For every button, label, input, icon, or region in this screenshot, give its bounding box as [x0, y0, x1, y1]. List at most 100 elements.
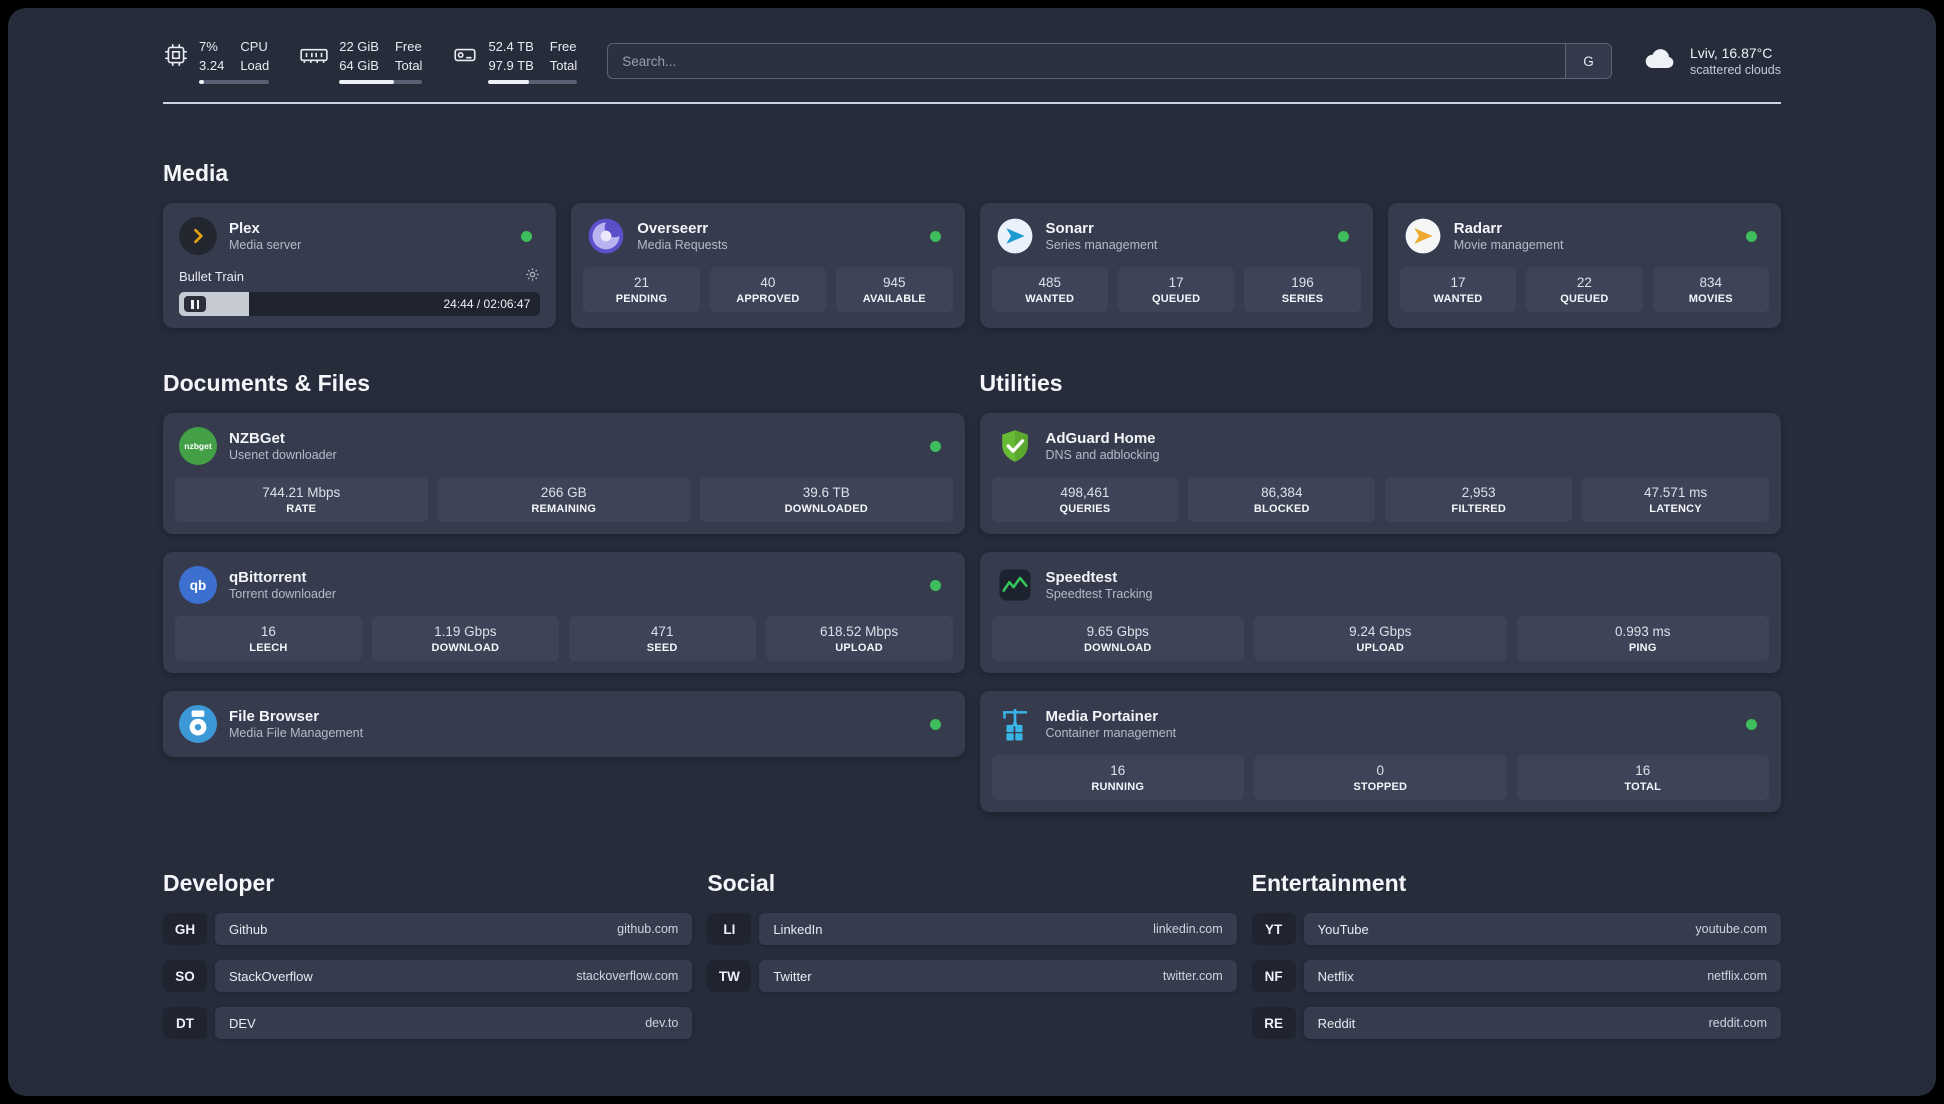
sonarr-icon [996, 217, 1034, 255]
memory-widget: 22 GiB 64 GiB Free Total [299, 38, 423, 85]
bookmark-row: RE Reddit reddit.com [1251, 1007, 1781, 1039]
app-card-overseerr[interactable]: Overseerr Media Requests 21 PENDING 40 A… [571, 203, 965, 328]
bookmark-link-netflix[interactable]: Netflix netflix.com [1303, 960, 1781, 992]
app-card-speedtest[interactable]: Speedtest Speedtest Tracking 9.65 Gbps D… [979, 552, 1781, 673]
bookmark-name: StackOverflow [229, 968, 313, 984]
bookmark-name: Netflix [1317, 968, 1354, 984]
bookmark-link-dev[interactable]: DEV dev.to [215, 1007, 693, 1039]
stat-tile: 17 QUEUED [1117, 267, 1235, 312]
stat-label: TOTAL [1624, 781, 1662, 793]
stat-tile: 47.571 ms LATENCY [1582, 477, 1769, 522]
status-indicator [1337, 230, 1349, 242]
stat-label: AVAILABLE [862, 293, 926, 305]
stat-tile: 9.65 Gbps DOWNLOAD [991, 616, 1244, 661]
bookmark-name: YouTube [1317, 921, 1369, 937]
player-settings-button[interactable] [525, 267, 540, 285]
bookmark-row: TW Twitter twitter.com [707, 960, 1237, 992]
stat-tile: 1.19 Gbps DOWNLOAD [371, 616, 559, 661]
now-playing-title: Bullet Train [179, 268, 245, 284]
stat-tile: 834 MOVIES [1652, 267, 1770, 312]
bookmark-link-reddit[interactable]: Reddit reddit.com [1303, 1007, 1781, 1039]
memory-progress-bar [339, 80, 423, 85]
stat-label: RATE [286, 503, 317, 515]
storage-total-value: 97.9 TB [488, 57, 534, 73]
stat-label: DOWNLOADED [784, 503, 868, 515]
playback-progress-bar[interactable]: 24:44 / 02:06:47 [179, 292, 541, 316]
app-card-nzbget[interactable]: nzbget NZBGet Usenet downloader 744.21 M… [163, 413, 965, 534]
app-name: Speedtest [1045, 569, 1118, 586]
app-description: Series management [1045, 238, 1158, 252]
stat-value: 1.19 Gbps [434, 624, 497, 639]
pause-icon[interactable] [184, 296, 206, 312]
ram-icon [299, 38, 329, 68]
status-indicator [1746, 230, 1757, 242]
app-card-filebrowser[interactable]: File Browser Media File Management [163, 691, 965, 757]
stat-value: 0.993 ms [1614, 624, 1671, 639]
app-name: Radarr [1453, 220, 1503, 237]
section-title-documents: Documents & Files [163, 370, 371, 396]
bookmark-abbr: SO [163, 960, 207, 992]
app-card-sonarr[interactable]: Sonarr Series management 485 WANTED 17 Q… [979, 203, 1373, 328]
speedtest-chart-icon [996, 566, 1034, 604]
search-input[interactable] [608, 44, 1565, 78]
app-card-radarr[interactable]: Radarr Movie management 17 WANTED 22 QUE… [1387, 203, 1781, 328]
stat-value: 9.65 Gbps [1086, 624, 1149, 639]
memory-free-label: Free [394, 38, 422, 54]
bookmark-name: Reddit [1317, 1015, 1356, 1031]
stat-value: 196 [1291, 275, 1314, 290]
stat-label: WANTED [1025, 293, 1075, 305]
nzbget-icon: nzbget [179, 427, 217, 465]
playback-time: 24:44 / 02:06:47 [443, 297, 531, 311]
stat-value: 22 [1576, 275, 1592, 290]
bookmark-group-social: Social LI LinkedIn linkedin.com TW Twitt… [707, 870, 1237, 1007]
search-bar: G [607, 43, 1612, 79]
stat-label: REMAINING [531, 503, 597, 515]
stat-tile: 16 LEECH [175, 616, 362, 661]
cloud-icon [1642, 45, 1678, 77]
stat-label: FILTERED [1451, 503, 1506, 515]
app-card-portainer[interactable]: Media Portainer Container management 16 … [979, 691, 1781, 812]
stat-value: 16 [260, 624, 276, 639]
app-card-plex[interactable]: Plex Media server Bullet Train [163, 203, 557, 328]
search-engine-button[interactable]: G [1564, 44, 1611, 78]
storage-progress-fill [488, 80, 530, 85]
stat-value: 485 [1038, 275, 1061, 290]
stat-tile: 498,461 QUERIES [991, 477, 1179, 522]
stat-tile: 266 GB REMAINING [437, 477, 690, 522]
bookmark-group-developer: Developer GH Github github.com SO StackO… [163, 870, 693, 1054]
bookmark-row: GH Github github.com [163, 913, 693, 945]
bookmark-row: SO StackOverflow stackoverflow.com [163, 960, 693, 992]
qbittorrent-icon: qb [179, 566, 217, 604]
bookmark-url: linkedin.com [1153, 922, 1223, 936]
bookmark-link-twitter[interactable]: Twitter twitter.com [759, 960, 1237, 992]
overseerr-icon [587, 217, 625, 255]
header-divider [163, 102, 1781, 104]
app-description: Media server [229, 238, 302, 252]
storage-total-label: Total [549, 57, 578, 73]
app-card-qbittorrent[interactable]: qb qBittorrent Torrent downloader 16 LEE… [163, 552, 965, 673]
bookmark-link-github[interactable]: Github github.com [215, 913, 693, 945]
stat-tile: 2,953 FILTERED [1385, 477, 1573, 522]
stat-tile: 0.993 ms PING [1516, 616, 1769, 661]
app-name: Sonarr [1045, 220, 1094, 237]
weather-widget: Lviv, 16.87°C scattered clouds [1642, 45, 1781, 77]
stat-value: 618.52 Mbps [820, 624, 899, 639]
app-name: qBittorrent [229, 569, 307, 586]
stat-label: DOWNLOAD [431, 642, 500, 654]
cpu-progress-bar [199, 80, 270, 85]
cpu-label: CPU [240, 38, 268, 54]
app-description: Torrent downloader [229, 587, 337, 601]
app-name: NZBGet [229, 430, 285, 447]
stat-value: 17 [1168, 275, 1184, 290]
cpu-chip-icon [163, 38, 189, 68]
bookmark-link-linkedin[interactable]: LinkedIn linkedin.com [759, 913, 1237, 945]
stat-value: 0 [1376, 763, 1384, 778]
stat-label: RUNNING [1091, 781, 1145, 793]
bookmark-abbr: TW [707, 960, 752, 992]
app-card-adguard[interactable]: AdGuard Home DNS and adblocking 498,461 … [979, 413, 1781, 534]
stat-value: 16 [1110, 763, 1126, 778]
bookmark-link-youtube[interactable]: YouTube youtube.com [1303, 913, 1781, 945]
bookmark-group-entertainment: Entertainment YT YouTube youtube.com NF … [1251, 870, 1781, 1054]
bookmark-link-stackoverflow[interactable]: StackOverflow stackoverflow.com [215, 960, 693, 992]
app-name: Plex [229, 220, 260, 237]
